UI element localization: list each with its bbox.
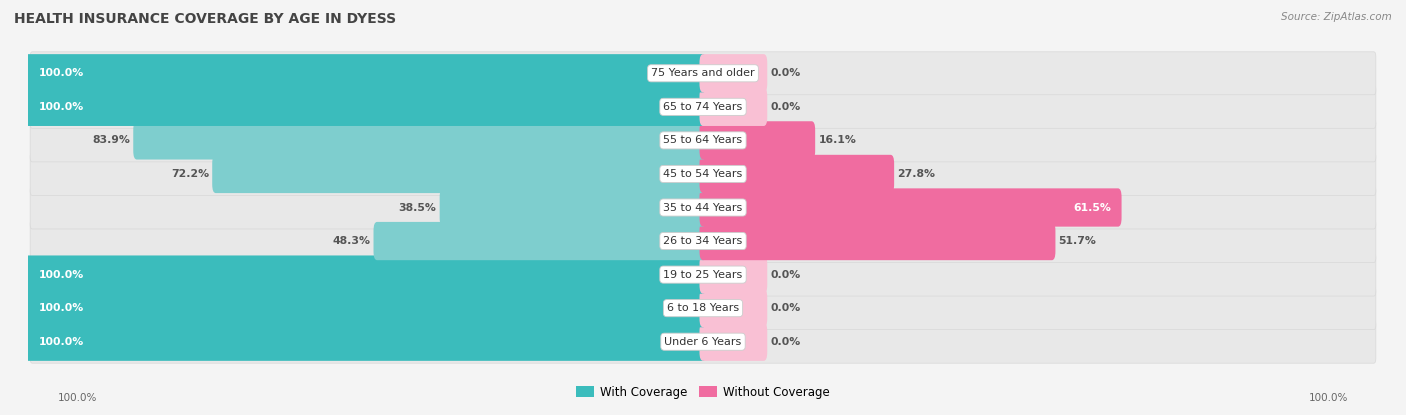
FancyBboxPatch shape <box>374 222 706 260</box>
Text: 51.7%: 51.7% <box>1059 236 1097 246</box>
FancyBboxPatch shape <box>30 52 1376 95</box>
FancyBboxPatch shape <box>700 289 768 327</box>
Text: 0.0%: 0.0% <box>770 270 801 280</box>
Text: 19 to 25 Years: 19 to 25 Years <box>664 270 742 280</box>
Text: 0.0%: 0.0% <box>770 102 801 112</box>
FancyBboxPatch shape <box>30 287 1376 330</box>
FancyBboxPatch shape <box>700 188 1122 227</box>
Text: 65 to 74 Years: 65 to 74 Years <box>664 102 742 112</box>
FancyBboxPatch shape <box>700 121 815 159</box>
Text: 83.9%: 83.9% <box>93 135 129 145</box>
FancyBboxPatch shape <box>30 253 1376 296</box>
Text: 100.0%: 100.0% <box>39 270 84 280</box>
Text: 100.0%: 100.0% <box>39 303 84 313</box>
FancyBboxPatch shape <box>440 188 706 227</box>
FancyBboxPatch shape <box>134 121 706 159</box>
Legend: With Coverage, Without Coverage: With Coverage, Without Coverage <box>572 381 834 403</box>
FancyBboxPatch shape <box>212 155 706 193</box>
FancyBboxPatch shape <box>25 322 706 361</box>
Text: 16.1%: 16.1% <box>818 135 856 145</box>
Text: 26 to 34 Years: 26 to 34 Years <box>664 236 742 246</box>
Text: 35 to 44 Years: 35 to 44 Years <box>664 203 742 212</box>
Text: 27.8%: 27.8% <box>897 169 935 179</box>
FancyBboxPatch shape <box>25 289 706 327</box>
Text: 100.0%: 100.0% <box>39 68 84 78</box>
Text: 0.0%: 0.0% <box>770 68 801 78</box>
Text: Source: ZipAtlas.com: Source: ZipAtlas.com <box>1281 12 1392 22</box>
Text: 48.3%: 48.3% <box>332 236 370 246</box>
Text: 0.0%: 0.0% <box>770 303 801 313</box>
Text: 100.0%: 100.0% <box>39 337 84 347</box>
Text: 6 to 18 Years: 6 to 18 Years <box>666 303 740 313</box>
Text: Under 6 Years: Under 6 Years <box>665 337 741 347</box>
Text: 55 to 64 Years: 55 to 64 Years <box>664 135 742 145</box>
FancyBboxPatch shape <box>30 320 1376 363</box>
Text: 0.0%: 0.0% <box>770 337 801 347</box>
FancyBboxPatch shape <box>700 88 768 126</box>
FancyBboxPatch shape <box>700 54 768 93</box>
Text: 100.0%: 100.0% <box>1309 393 1348 403</box>
FancyBboxPatch shape <box>25 54 706 93</box>
Text: 45 to 54 Years: 45 to 54 Years <box>664 169 742 179</box>
Text: 72.2%: 72.2% <box>172 169 209 179</box>
Text: HEALTH INSURANCE COVERAGE BY AGE IN DYESS: HEALTH INSURANCE COVERAGE BY AGE IN DYES… <box>14 12 396 27</box>
FancyBboxPatch shape <box>700 222 1056 260</box>
FancyBboxPatch shape <box>30 119 1376 162</box>
FancyBboxPatch shape <box>700 256 768 294</box>
FancyBboxPatch shape <box>30 85 1376 128</box>
FancyBboxPatch shape <box>25 88 706 126</box>
Text: 61.5%: 61.5% <box>1073 203 1111 212</box>
Text: 38.5%: 38.5% <box>398 203 436 212</box>
Text: 100.0%: 100.0% <box>58 393 97 403</box>
FancyBboxPatch shape <box>700 155 894 193</box>
FancyBboxPatch shape <box>25 256 706 294</box>
FancyBboxPatch shape <box>30 220 1376 263</box>
FancyBboxPatch shape <box>700 322 768 361</box>
Text: 100.0%: 100.0% <box>39 102 84 112</box>
FancyBboxPatch shape <box>30 186 1376 229</box>
Text: 75 Years and older: 75 Years and older <box>651 68 755 78</box>
FancyBboxPatch shape <box>30 152 1376 195</box>
